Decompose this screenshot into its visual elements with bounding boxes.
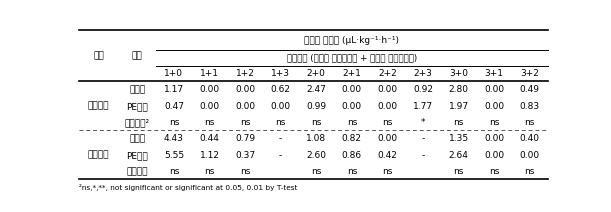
Text: ns: ns bbox=[382, 118, 393, 127]
Text: 저장기간 (탈삽전 저장개월수 + 탈삽후 저장개월수): 저장기간 (탈삽전 저장개월수 + 탈삽후 저장개월수) bbox=[287, 53, 417, 62]
Text: 0.00: 0.00 bbox=[378, 102, 398, 111]
Text: 3+0: 3+0 bbox=[449, 69, 468, 78]
Text: -: - bbox=[279, 134, 282, 143]
Text: 상주둥시: 상주둥시 bbox=[88, 101, 109, 110]
Text: 0.82: 0.82 bbox=[342, 134, 362, 143]
Text: 0.92: 0.92 bbox=[413, 85, 433, 94]
Text: ns: ns bbox=[382, 167, 393, 176]
Text: 0.00: 0.00 bbox=[520, 151, 540, 160]
Text: 0.99: 0.99 bbox=[306, 102, 326, 111]
Text: 4.43: 4.43 bbox=[164, 134, 184, 143]
Text: 0.40: 0.40 bbox=[520, 134, 540, 143]
Text: 2+3: 2+3 bbox=[414, 69, 433, 78]
Text: 무처리: 무처리 bbox=[130, 134, 145, 143]
Text: 5.55: 5.55 bbox=[164, 151, 184, 160]
Text: 2.47: 2.47 bbox=[306, 85, 326, 94]
Text: 1.17: 1.17 bbox=[164, 85, 184, 94]
Text: 0.00: 0.00 bbox=[342, 85, 362, 94]
Text: PE필름: PE필름 bbox=[126, 151, 148, 160]
Text: 0.00: 0.00 bbox=[199, 85, 219, 94]
Text: 0.00: 0.00 bbox=[484, 134, 504, 143]
Text: ns: ns bbox=[346, 167, 357, 176]
Text: 0.00: 0.00 bbox=[378, 85, 398, 94]
Text: ns: ns bbox=[276, 118, 286, 127]
Text: ns: ns bbox=[311, 118, 321, 127]
Text: ns: ns bbox=[525, 167, 535, 176]
Text: 2.60: 2.60 bbox=[306, 151, 326, 160]
Text: 0.00: 0.00 bbox=[378, 134, 398, 143]
Text: 0.44: 0.44 bbox=[200, 134, 219, 143]
Text: ns: ns bbox=[169, 118, 179, 127]
Text: 3+1: 3+1 bbox=[485, 69, 503, 78]
Text: 무처리: 무처리 bbox=[130, 85, 145, 94]
Text: -: - bbox=[279, 151, 282, 160]
Text: ns: ns bbox=[240, 167, 251, 176]
Text: 1.77: 1.77 bbox=[413, 102, 433, 111]
Text: 처리: 처리 bbox=[132, 51, 143, 60]
Text: 1+1: 1+1 bbox=[200, 69, 219, 78]
Text: 1+3: 1+3 bbox=[271, 69, 290, 78]
Text: 1.35: 1.35 bbox=[448, 134, 469, 143]
Text: ns: ns bbox=[204, 167, 214, 176]
Text: 0.00: 0.00 bbox=[484, 151, 504, 160]
Text: 1.12: 1.12 bbox=[199, 151, 219, 160]
Text: 유의수준²: 유의수준² bbox=[125, 118, 150, 127]
Text: 0.79: 0.79 bbox=[235, 134, 255, 143]
Text: 품종: 품종 bbox=[93, 51, 104, 60]
Text: ns: ns bbox=[453, 118, 464, 127]
Text: 1+2: 1+2 bbox=[236, 69, 255, 78]
Text: 0.00: 0.00 bbox=[342, 102, 362, 111]
Text: 0.00: 0.00 bbox=[484, 102, 504, 111]
Text: 0.83: 0.83 bbox=[520, 102, 540, 111]
Text: 에틸레 발생량 (μL·kg⁻¹·h⁻¹): 에틸레 발생량 (μL·kg⁻¹·h⁻¹) bbox=[304, 36, 400, 45]
Text: 0.00: 0.00 bbox=[199, 102, 219, 111]
Text: -: - bbox=[422, 134, 425, 143]
Text: 0.00: 0.00 bbox=[235, 85, 255, 94]
Text: 1.97: 1.97 bbox=[448, 102, 469, 111]
Text: 0.49: 0.49 bbox=[520, 85, 540, 94]
Text: 유의수준: 유의수준 bbox=[126, 167, 148, 176]
Text: ns: ns bbox=[525, 118, 535, 127]
Text: 2.80: 2.80 bbox=[448, 85, 469, 94]
Text: ns: ns bbox=[453, 167, 464, 176]
Text: 0.00: 0.00 bbox=[271, 102, 291, 111]
Text: PE필름: PE필름 bbox=[126, 102, 148, 111]
Text: 도근조생: 도근조생 bbox=[88, 150, 109, 159]
Text: 2+2: 2+2 bbox=[378, 69, 397, 78]
Text: 0.37: 0.37 bbox=[235, 151, 255, 160]
Text: 0.86: 0.86 bbox=[342, 151, 362, 160]
Text: ns: ns bbox=[204, 118, 214, 127]
Text: ns: ns bbox=[489, 167, 499, 176]
Text: -: - bbox=[422, 151, 425, 160]
Text: ²ns,*,**, not significant or significant at 0.05, 0.01 by T-test: ²ns,*,**, not significant or significant… bbox=[79, 184, 297, 191]
Text: 2+0: 2+0 bbox=[307, 69, 326, 78]
Text: 0.47: 0.47 bbox=[164, 102, 184, 111]
Text: 2+1: 2+1 bbox=[342, 69, 361, 78]
Text: 0.42: 0.42 bbox=[378, 151, 397, 160]
Text: 0.00: 0.00 bbox=[484, 85, 504, 94]
Text: 3+2: 3+2 bbox=[521, 69, 539, 78]
Text: ns: ns bbox=[169, 167, 179, 176]
Text: ns: ns bbox=[240, 118, 251, 127]
Text: *: * bbox=[421, 118, 425, 127]
Text: ns: ns bbox=[346, 118, 357, 127]
Text: 2.64: 2.64 bbox=[448, 151, 469, 160]
Text: 0.62: 0.62 bbox=[271, 85, 291, 94]
Text: 0.00: 0.00 bbox=[235, 102, 255, 111]
Text: 1.08: 1.08 bbox=[306, 134, 326, 143]
Text: ns: ns bbox=[489, 118, 499, 127]
Text: ns: ns bbox=[311, 167, 321, 176]
Text: 1+0: 1+0 bbox=[164, 69, 183, 78]
